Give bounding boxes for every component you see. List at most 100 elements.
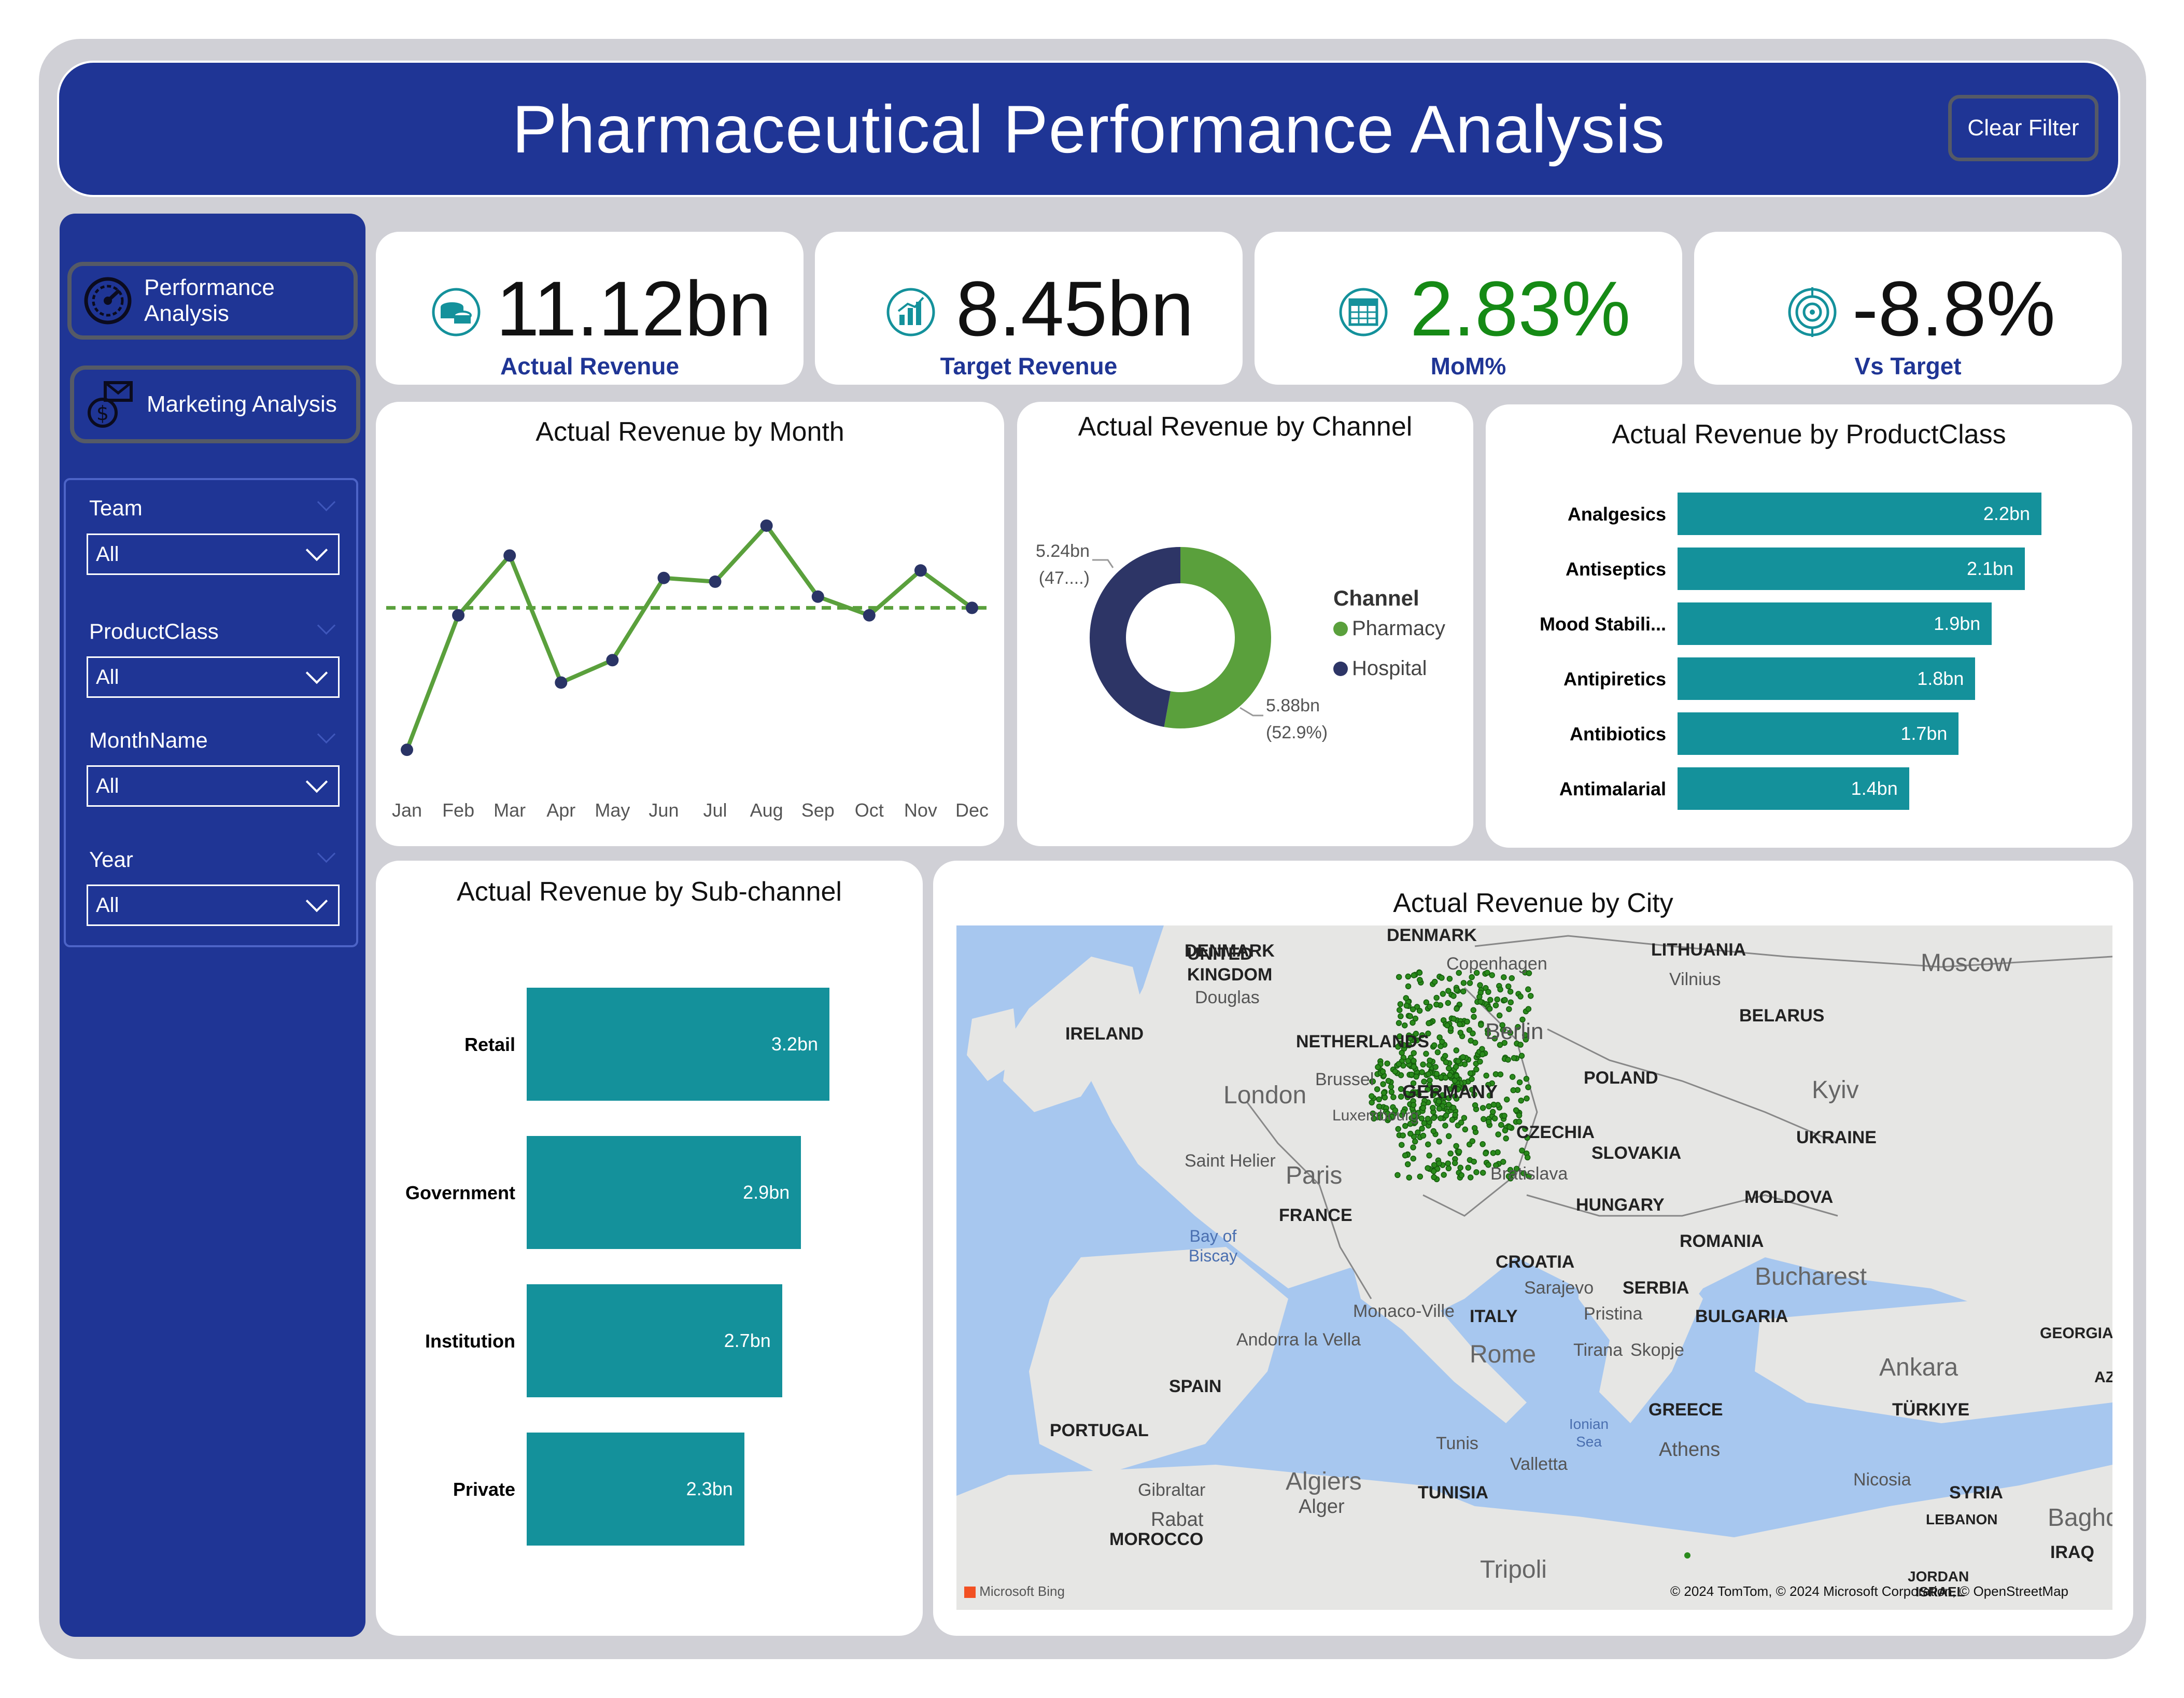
city-revenue-dot[interactable] xyxy=(1438,1115,1444,1121)
city-revenue-dot[interactable] xyxy=(1425,1030,1431,1037)
city-revenue-dot[interactable] xyxy=(1457,1164,1463,1171)
city-revenue-dot[interactable] xyxy=(1515,1024,1521,1030)
city-revenue-dot[interactable] xyxy=(1507,988,1514,995)
city-revenue-dot[interactable] xyxy=(1479,1046,1485,1052)
donut-slice-pharmacy[interactable] xyxy=(1164,547,1272,728)
city-revenue-dot[interactable] xyxy=(1407,1035,1413,1041)
city-revenue-dot[interactable] xyxy=(1405,973,1412,980)
city-revenue-dot[interactable] xyxy=(1426,1020,1432,1027)
city-revenue-dot[interactable] xyxy=(1500,1027,1506,1033)
city-revenue-dot[interactable] xyxy=(1506,1124,1513,1130)
city-revenue-dot[interactable] xyxy=(1522,1032,1528,1039)
city-revenue-dot[interactable] xyxy=(1416,1007,1423,1014)
city-revenue-dot[interactable] xyxy=(1431,1162,1438,1168)
city-revenue-dot[interactable] xyxy=(1445,1165,1452,1172)
city-revenue-dot[interactable] xyxy=(1505,1173,1512,1180)
line-point[interactable] xyxy=(966,601,978,614)
city-revenue-dot[interactable] xyxy=(1509,1074,1516,1080)
city-revenue-dot[interactable] xyxy=(1467,1174,1474,1181)
line-point[interactable] xyxy=(555,676,568,689)
city-revenue-dot[interactable] xyxy=(1397,1033,1403,1040)
city-revenue-dot[interactable] xyxy=(1420,1132,1427,1139)
revenue-by-subchannel-card[interactable]: Actual Revenue by Sub-channel Retail 3.2b… xyxy=(376,861,923,1636)
city-revenue-dot[interactable] xyxy=(1398,1093,1404,1100)
city-revenue-dot[interactable] xyxy=(1469,1087,1475,1093)
line-point[interactable] xyxy=(452,609,465,622)
city-revenue-dot[interactable] xyxy=(1452,1077,1458,1084)
city-revenue-dot[interactable] xyxy=(1485,989,1491,995)
city-revenue-dot[interactable] xyxy=(1426,1152,1432,1159)
legend-item-hospital[interactable]: Hospital xyxy=(1333,657,1427,680)
city-revenue-dot[interactable] xyxy=(1452,1112,1458,1118)
city-revenue-dot[interactable] xyxy=(1423,999,1430,1006)
city-revenue-dot[interactable] xyxy=(1392,1107,1399,1114)
city-revenue-dot[interactable] xyxy=(1483,1072,1489,1079)
city-revenue-dot[interactable] xyxy=(1445,1101,1452,1108)
city-revenue-dot[interactable] xyxy=(1380,1081,1386,1087)
city-revenue-dot[interactable] xyxy=(1456,1148,1462,1155)
city-revenue-dot[interactable] xyxy=(1445,1160,1451,1167)
city-revenue-dot[interactable] xyxy=(1443,1059,1449,1065)
city-revenue-dot[interactable] xyxy=(1421,1120,1428,1126)
city-revenue-dot[interactable] xyxy=(1513,1107,1519,1114)
city-revenue-dot[interactable] xyxy=(1419,1032,1426,1039)
city-revenue-dot[interactable] xyxy=(1507,1167,1514,1173)
city-revenue-dot[interactable] xyxy=(1399,1049,1405,1056)
city-revenue-dot[interactable] xyxy=(1397,1040,1404,1047)
city-revenue-dot[interactable] xyxy=(1478,1022,1484,1028)
city-revenue-dot[interactable] xyxy=(1480,1170,1486,1176)
kpi-card-vs-target[interactable]: -8.8% Vs Target xyxy=(1694,232,2122,385)
city-revenue-dot[interactable] xyxy=(1455,1086,1461,1092)
city-revenue-dot[interactable] xyxy=(1403,995,1410,1001)
city-revenue-dot[interactable] xyxy=(1522,1126,1528,1132)
city-revenue-dot[interactable] xyxy=(1493,1162,1499,1169)
city-revenue-dot[interactable] xyxy=(1485,1119,1492,1125)
city-revenue-dot[interactable] xyxy=(1441,1172,1447,1178)
city-revenue-dot[interactable] xyxy=(1456,970,1462,976)
city-revenue-dot[interactable] xyxy=(1447,1150,1454,1157)
city-revenue-dot[interactable] xyxy=(1369,1093,1375,1100)
line-point[interactable] xyxy=(914,564,927,577)
city-revenue-dot[interactable] xyxy=(1436,1139,1442,1145)
kpi-card-target-revenue[interactable]: 8.45bn Target Revenue xyxy=(815,232,1243,385)
city-revenue-dot[interactable] xyxy=(1458,1119,1464,1126)
revenue-by-productclass-card[interactable]: Actual Revenue by ProductClass Analgesic… xyxy=(1486,404,2132,848)
city-revenue-dot[interactable] xyxy=(1444,1022,1450,1029)
city-revenue-dot[interactable] xyxy=(1396,1061,1402,1068)
city-revenue-dot[interactable] xyxy=(1433,1088,1439,1094)
bar[interactable]: 2.7bn xyxy=(527,1284,782,1397)
city-revenue-dot[interactable] xyxy=(1370,1110,1376,1117)
city-revenue-dot[interactable] xyxy=(1442,1074,1449,1081)
city-revenue-dot[interactable] xyxy=(1511,1055,1517,1061)
city-revenue-dot[interactable] xyxy=(1369,1099,1375,1106)
city-revenue-dot[interactable] xyxy=(1453,1073,1460,1079)
city-revenue-dot[interactable] xyxy=(1460,1054,1466,1060)
city-revenue-dot[interactable] xyxy=(1439,1092,1446,1099)
city-revenue-dot[interactable] xyxy=(1427,1003,1433,1010)
city-revenue-dot[interactable] xyxy=(1380,1090,1387,1096)
city-revenue-dot[interactable] xyxy=(1524,1134,1530,1141)
chevron-down-icon[interactable] xyxy=(317,493,336,512)
city-revenue-dot[interactable] xyxy=(1413,1031,1419,1037)
city-revenue-dot[interactable] xyxy=(1427,1057,1433,1064)
city-revenue-dot[interactable] xyxy=(1410,1144,1416,1150)
city-revenue-dot[interactable] xyxy=(1454,1005,1460,1012)
city-revenue-dot[interactable] xyxy=(1516,1079,1523,1086)
city-revenue-dot[interactable] xyxy=(1510,1087,1516,1093)
city-revenue-dot[interactable] xyxy=(1445,1065,1452,1072)
city-revenue-dot[interactable] xyxy=(1486,1005,1493,1012)
city-revenue-dot[interactable] xyxy=(1489,972,1495,978)
bar[interactable]: 1.9bn xyxy=(1678,602,1992,645)
city-revenue-dot[interactable] xyxy=(1490,1101,1497,1108)
city-revenue-dot[interactable] xyxy=(1452,1160,1458,1167)
city-revenue-dot[interactable] xyxy=(1396,1007,1403,1013)
city-revenue-dot[interactable] xyxy=(1467,1070,1474,1076)
city-revenue-dot[interactable] xyxy=(1461,1115,1468,1121)
city-revenue-dot[interactable] xyxy=(1430,1092,1436,1098)
city-revenue-dot[interactable] xyxy=(1518,1053,1525,1059)
line-point[interactable] xyxy=(863,609,876,622)
city-revenue-dot[interactable] xyxy=(1377,1114,1384,1121)
city-revenue-dot[interactable] xyxy=(1411,1063,1417,1070)
city-revenue-dot[interactable] xyxy=(1396,974,1402,980)
city-revenue-dot[interactable] xyxy=(1426,1082,1433,1088)
